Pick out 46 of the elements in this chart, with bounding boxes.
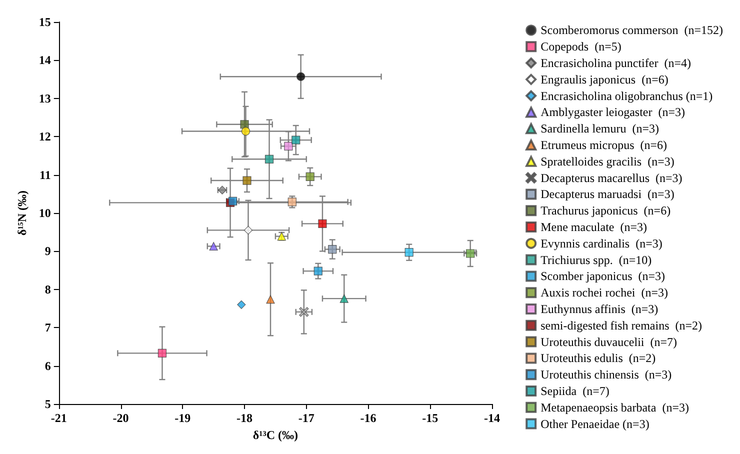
y-tick-label: 13 (38, 91, 51, 106)
x-tick-label: -21 (50, 411, 67, 425)
y-tick-label: 15 (38, 15, 51, 29)
y-tick-label: 10 (38, 206, 51, 220)
legend-label: Euthynnus affinis (n=3) (540, 302, 658, 316)
legend-label: Decapterus macarellus (n=3) (540, 170, 682, 185)
legend-label: Etrumeus micropus (n=6) (540, 138, 668, 152)
legend-label: Evynnis cardinalis (n=3) (540, 236, 662, 250)
legend-label: Copepods (n=5) (540, 40, 622, 54)
y-tick-label: 12 (38, 130, 51, 144)
legend-label: Decapterus maruadsi (n=3) (540, 187, 674, 202)
legend-label: Sepiida (n=7) (540, 384, 610, 398)
x-tick-label: -14 (484, 411, 500, 425)
legend-label: Uroteuthis chinensis (n=3) (540, 368, 672, 382)
legend-label: Sardinella lemuru (n=3) (540, 122, 660, 136)
x-tick-label: -17 (298, 411, 314, 425)
y-tick-label: 6 (44, 358, 51, 373)
legend-label: Other Penaeidae (n=3) (540, 416, 650, 431)
x-axis-title: δ¹³C (‰) (252, 428, 298, 442)
legend-label: Amblygaster leiogaster (n=3) (540, 105, 686, 120)
legend-label: Spratelloides gracilis (n=3) (540, 154, 674, 168)
legend-label: Auxis rochei rochei (n=3) (540, 286, 668, 300)
legend-label: Metapenaeopsis barbata (n=3) (540, 400, 689, 414)
y-tick-label: 8 (44, 282, 51, 296)
x-tick-label: -20 (112, 411, 129, 425)
y-tick-label: 9 (44, 244, 51, 258)
x-tick-label: -19 (174, 411, 191, 425)
legend-label: Encrasicholina punctifer (n=4) (540, 56, 691, 70)
legend-label: Scomberomorus commerson (n=152) (540, 23, 724, 38)
y-tick-label: 5 (44, 397, 51, 411)
legend-label: Encrasicholina oligobranchus (n=1) (540, 88, 713, 103)
legend-label: Scomber japonicus (n=3) (540, 269, 666, 284)
legend-label: Mene maculate (n=3) (540, 220, 647, 234)
y-tick-label: 11 (40, 168, 51, 182)
legend-label: Uroteuthis edulis (n=2) (540, 351, 656, 366)
x-tick-label: -16 (360, 411, 376, 425)
legend-label: Trichiurus spp. (n=10) (540, 252, 652, 267)
y-axis-title: δ¹⁵N (‰) (15, 190, 29, 236)
legend-label: Trachurus japonicus (n=6) (540, 204, 671, 218)
y-tick-label: 14 (38, 53, 51, 68)
y-tick-label: 7 (44, 320, 51, 335)
x-tick-label: -15 (422, 411, 438, 425)
legend-label: semi-digested fish remains (n=2) (540, 318, 702, 332)
legend-label: Uroteuthis duvaucelii (n=7) (540, 334, 678, 349)
x-tick-label: -18 (236, 411, 253, 425)
legend-label: Engraulis japonicus (n=6) (540, 72, 668, 86)
